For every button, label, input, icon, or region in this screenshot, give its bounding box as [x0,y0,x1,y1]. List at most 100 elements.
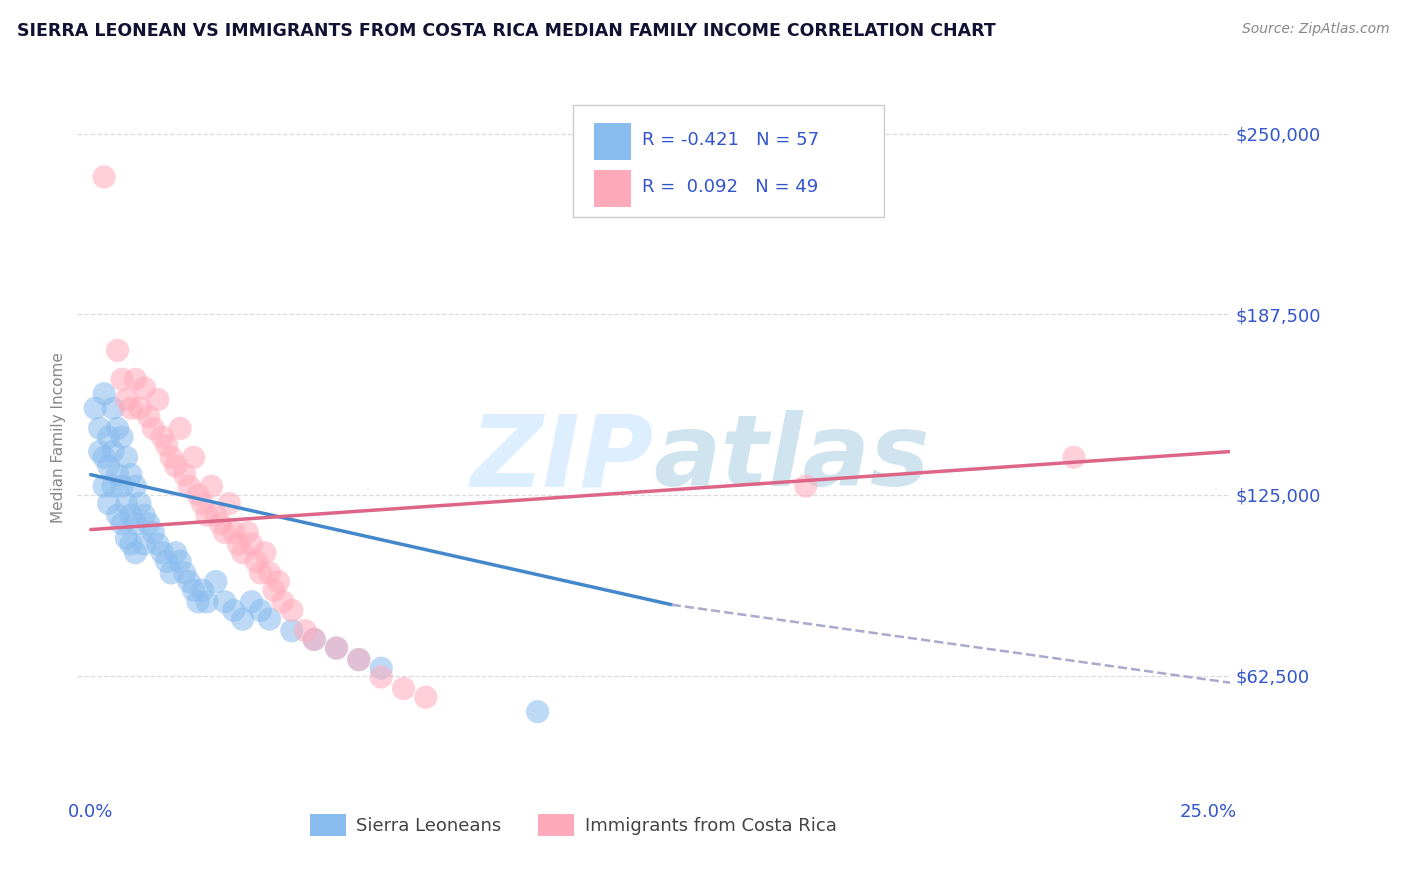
Point [259,566,281,580]
Point [120,467,142,482]
Point [111,516,134,531]
Point [160,450,183,465]
Point [173,467,195,482]
FancyBboxPatch shape [593,123,631,161]
FancyBboxPatch shape [593,169,631,207]
Point [101,401,124,416]
Point [415,690,437,705]
Point [177,479,200,493]
Point [370,670,392,684]
Point [142,525,165,540]
Point [146,537,169,551]
Point [142,421,165,435]
Point [134,381,156,395]
Point [294,624,316,638]
Point [156,554,179,568]
Point [253,546,276,560]
Point [347,652,370,666]
Point [240,595,263,609]
Point [120,537,142,551]
Text: SIERRA LEONEAN VS IMMIGRANTS FROM COSTA RICA MEDIAN FAMILY INCOME CORRELATION CH: SIERRA LEONEAN VS IMMIGRANTS FROM COSTA … [17,22,995,40]
Point [195,508,218,522]
Point [84,401,107,416]
Point [150,430,173,444]
Point [165,458,187,473]
Point [115,497,138,511]
Point [97,430,120,444]
Point [115,450,138,465]
Point [107,343,129,358]
Point [169,554,191,568]
Point [165,546,187,560]
Point [138,409,160,424]
Point [120,508,142,522]
Point [205,574,228,589]
Point [267,574,290,589]
Point [325,641,347,656]
Point [128,401,150,416]
Point [169,421,191,435]
Point [281,624,304,638]
Point [128,497,150,511]
Point [89,444,111,458]
Point [325,641,347,656]
Point [200,479,222,493]
Point [183,583,205,598]
Y-axis label: Median Family Income: Median Family Income [51,351,66,523]
Text: atlas: atlas [654,410,931,508]
Point [1063,450,1085,465]
Text: Source: ZipAtlas.com: Source: ZipAtlas.com [1241,22,1389,37]
Point [115,531,138,545]
Point [115,392,138,407]
Point [222,603,245,617]
Point [226,537,249,551]
Text: R =  0.092   N = 49: R = 0.092 N = 49 [643,178,818,196]
Point [173,566,195,580]
Point [156,439,179,453]
Point [232,546,254,560]
Point [107,467,129,482]
Point [271,595,294,609]
Point [526,705,548,719]
Point [209,516,232,531]
Point [259,612,281,626]
Point [89,421,111,435]
Point [370,661,392,675]
Point [249,566,271,580]
Text: R = -0.421   N = 57: R = -0.421 N = 57 [643,131,820,149]
Point [107,421,129,435]
Point [124,516,146,531]
FancyBboxPatch shape [574,104,884,217]
Point [138,516,160,531]
Point [245,554,267,568]
Point [101,479,124,493]
Point [222,525,245,540]
Point [249,603,271,617]
Point [111,479,134,493]
Point [214,595,236,609]
Point [195,595,218,609]
Point [205,508,228,522]
Point [93,386,115,401]
Point [101,444,124,458]
Point [177,574,200,589]
Point [187,595,209,609]
Point [97,497,120,511]
Point [124,546,146,560]
Point [183,450,205,465]
Point [124,479,146,493]
Point [281,603,304,617]
Point [794,479,817,493]
Point [120,401,142,416]
Point [134,508,156,522]
Point [263,583,285,598]
Point [191,497,214,511]
Point [146,392,169,407]
Point [111,372,134,386]
Point [160,566,183,580]
Point [93,169,115,184]
Point [240,537,263,551]
Point [93,450,115,465]
Point [214,525,236,540]
Point [93,479,115,493]
